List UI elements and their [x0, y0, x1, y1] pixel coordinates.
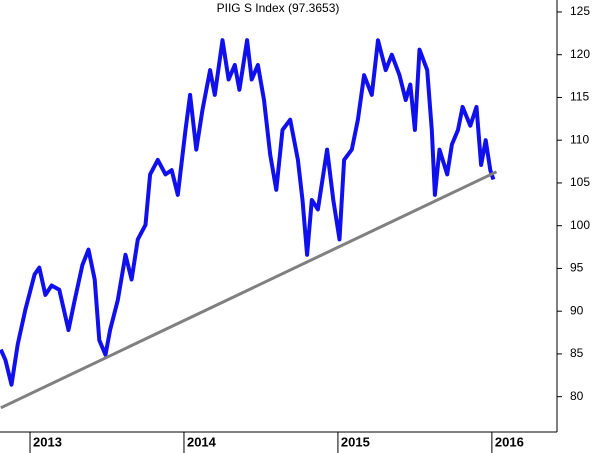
y-tick-label: 120: [570, 47, 590, 61]
x-tick-label: 2014: [187, 434, 217, 449]
y-tick-label: 85: [570, 346, 584, 360]
x-tick-label: 2015: [341, 434, 370, 449]
line: [0, 38, 496, 387]
y-tick-label: 110: [570, 132, 589, 146]
chart-title: PIIG S Index (97.3653): [217, 1, 340, 15]
y-tick-label: 125: [570, 4, 590, 18]
x-tick-label: 2013: [33, 434, 62, 449]
y-tick-label: 105: [570, 175, 590, 189]
y-tick-label: 90: [570, 303, 584, 317]
y-tick-label: 100: [570, 218, 590, 232]
x-tick-label: 2016: [495, 434, 524, 449]
y-tick-label: 95: [570, 261, 584, 275]
line: [0, 170, 498, 410]
y-tick-label: 115: [570, 90, 589, 104]
y-tick-label: 80: [570, 389, 584, 403]
